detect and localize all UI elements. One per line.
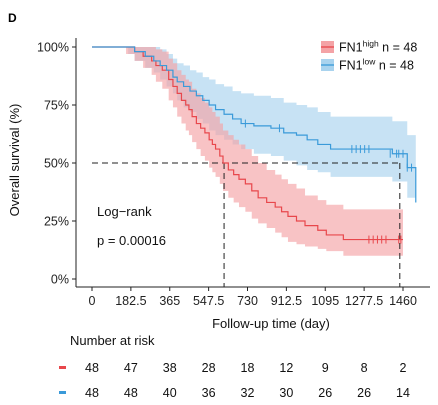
logrank-label: Log−rank xyxy=(97,204,152,219)
risk-table: 48 47 38 28 18 12 9 8 2 48 48 40 36 32 30 26 26 14 xyxy=(59,361,410,400)
confidence-band-high xyxy=(92,47,403,256)
risk-count: 48 xyxy=(85,386,99,400)
legend-group-superscript: high xyxy=(363,39,379,49)
legend-group-superscript: low xyxy=(363,57,377,67)
risk-count: 18 xyxy=(241,361,255,375)
risk-count: 30 xyxy=(279,386,293,400)
x-tick-label: 1460 xyxy=(389,294,417,308)
risk-count: 9 xyxy=(322,361,329,375)
p-value: p = 0.00016 xyxy=(97,233,166,248)
risk-count: 38 xyxy=(163,361,177,375)
risk-count: 26 xyxy=(318,386,332,400)
panel-label: D xyxy=(8,11,17,25)
legend-label: FN1high n = 48 xyxy=(339,39,417,55)
legend-gene-name: FN1 xyxy=(339,41,363,55)
x-tick-label: 730 xyxy=(237,294,258,308)
x-tick-label: 0 xyxy=(89,294,96,308)
risk-count: 28 xyxy=(202,361,216,375)
x-tick-label: 1277.5 xyxy=(345,294,383,308)
legend-count: n = 48 xyxy=(375,59,414,73)
survival-curve-low xyxy=(92,46,417,203)
median-reference-lines xyxy=(92,162,401,287)
risk-count: 47 xyxy=(124,361,138,375)
risk-count: 48 xyxy=(124,386,138,400)
y-tick-label: 0% xyxy=(51,273,69,287)
risk-table-title: Number at risk xyxy=(70,333,155,348)
risk-count: 36 xyxy=(202,386,216,400)
x-tick-label: 912.5 xyxy=(271,294,302,308)
y-ticks: 0% 25% 50% 75% 100% xyxy=(37,41,76,287)
legend-gene-name: FN1 xyxy=(339,59,363,73)
censor-marks xyxy=(244,119,413,244)
y-tick-label: 100% xyxy=(37,41,69,55)
confidence-bands xyxy=(92,47,416,256)
survival-curves xyxy=(92,46,417,241)
risk-count: 8 xyxy=(361,361,368,375)
risk-count: 2 xyxy=(400,361,407,375)
x-tick-label: 365 xyxy=(159,294,180,308)
x-axis-title: Follow-up time (day) xyxy=(212,316,330,331)
legend-label: FN1low n = 48 xyxy=(339,57,414,73)
risk-count: 40 xyxy=(163,386,177,400)
x-ticks: 0 182.5 365 547.5 730 912.5 1095 1277.5 1460 xyxy=(89,287,417,308)
x-tick-label: 547.5 xyxy=(193,294,224,308)
risk-count: 32 xyxy=(241,386,255,400)
risk-count: 14 xyxy=(396,386,410,400)
y-tick-label: 75% xyxy=(44,99,69,113)
risk-count: 26 xyxy=(357,386,371,400)
y-tick-label: 50% xyxy=(44,157,69,171)
x-tick-label: 182.5 xyxy=(115,294,146,308)
risk-count: 12 xyxy=(279,361,293,375)
y-tick-label: 25% xyxy=(44,215,69,229)
legend-count: n = 48 xyxy=(379,41,418,55)
x-tick-label: 1095 xyxy=(311,294,339,308)
y-axis-title: Overall survival (%) xyxy=(7,104,22,217)
risk-count: 48 xyxy=(85,361,99,375)
